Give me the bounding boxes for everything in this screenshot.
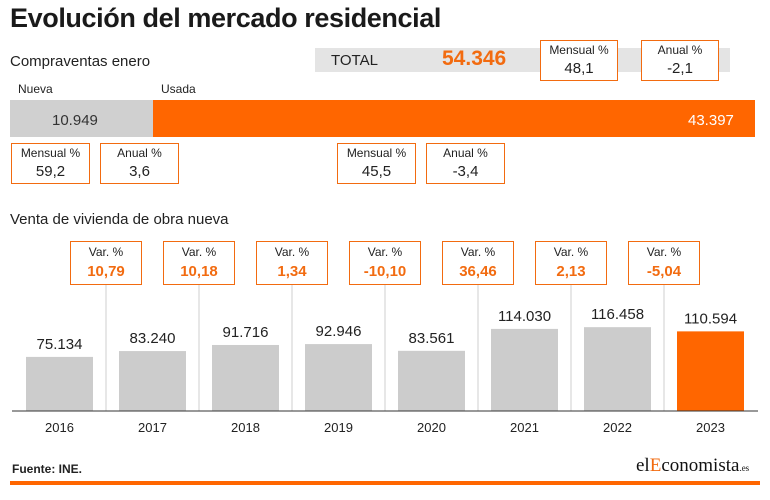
total-anual-value: -2,1 (667, 60, 693, 77)
variation-value: 1,34 (277, 263, 307, 280)
total-mensual-value: 48,1 (564, 60, 594, 77)
usada-mensual-label: Mensual % (346, 146, 407, 160)
source-note: Fuente: INE. (12, 462, 83, 476)
footer-line (10, 481, 760, 485)
nueva-mensual-label: Mensual % (20, 146, 81, 160)
variation-box: Var. % 10,79 (70, 241, 142, 285)
variation-label: Var. % (181, 245, 217, 259)
bar-2019 (305, 344, 372, 411)
variation-label: Var. % (646, 245, 682, 259)
bar-2016 (26, 356, 93, 411)
usada-label: Usada (161, 82, 196, 96)
bar-value-label: 116.458 (591, 306, 644, 323)
bar-value-label: 83.240 (130, 330, 176, 347)
x-tick-label: 2020 (417, 420, 446, 435)
bar-value-label: 110.594 (684, 310, 737, 327)
bar-2017 (119, 351, 186, 411)
bar-value-label: 83.561 (409, 330, 455, 347)
usada-value: 43.397 (688, 112, 734, 129)
variation-value: -5,04 (646, 263, 682, 280)
variation-value: 2,13 (556, 263, 586, 280)
total-value: 54.346 (442, 47, 507, 70)
logo-suffix: .es (739, 463, 750, 473)
nueva-label: Nueva (18, 82, 53, 96)
total-label: TOTAL (331, 52, 378, 69)
variation-box: Var. % -5,04 (628, 241, 700, 285)
x-tick-label: 2019 (324, 420, 353, 435)
variation-value: -10,10 (363, 263, 407, 280)
total-anual-box: Anual % -2,1 (641, 40, 719, 81)
variation-label: Var. % (88, 245, 124, 259)
nueva-value: 10.949 (52, 112, 98, 129)
usada-anual-label: Anual % (443, 146, 488, 160)
logo-accent: E (649, 455, 662, 476)
variation-value: 10,79 (87, 263, 125, 280)
total-mensual-box: Mensual % 48,1 (540, 40, 618, 81)
compraventas-label: Compraventas enero (10, 53, 151, 70)
x-tick-label: 2016 (45, 420, 74, 435)
nueva-bar (10, 100, 153, 137)
bar-value-label: 92.946 (316, 323, 362, 340)
bar-2020 (398, 350, 465, 411)
bar-value-label: 91.716 (223, 324, 269, 341)
nueva-anual-label: Anual % (117, 146, 162, 160)
nueva-mensual-value: 59,2 (35, 163, 66, 180)
logo-el: el (636, 455, 650, 476)
usada-mensual-box: Mensual % 45,5 (337, 143, 416, 184)
eleconomista-logo: elEconomista.es (636, 455, 749, 477)
variation-box: Var. % 10,18 (163, 241, 235, 285)
bar-2021 (491, 328, 558, 411)
obra-nueva-label: Venta de vivienda de obra nueva (10, 211, 229, 228)
total-mensual-label: Mensual % (549, 43, 609, 57)
bar-2018 (212, 344, 279, 411)
usada-anual-value: -3,4 (452, 163, 479, 180)
usada-bar (153, 100, 755, 137)
usada-anual-box: Anual % -3,4 (426, 143, 505, 184)
x-tick-label: 2018 (231, 420, 260, 435)
usada-mensual-value: 45,5 (361, 163, 392, 180)
x-tick-label: 2022 (603, 420, 632, 435)
nueva-anual-value: 3,6 (129, 163, 150, 180)
variation-value: 36,46 (459, 263, 497, 280)
x-tick-label: 2023 (696, 420, 725, 435)
variation-label: Var. % (367, 245, 403, 259)
variation-box: Var. % 36,46 (442, 241, 514, 285)
bar-2022 (584, 327, 651, 411)
x-tick-label: 2017 (138, 420, 167, 435)
x-tick-label: 2021 (510, 420, 539, 435)
variation-label: Var. % (553, 245, 589, 259)
nueva-mensual-box: Mensual % 59,2 (11, 143, 90, 184)
variation-box: Var. % 1,34 (256, 241, 328, 285)
variation-box: Var. % 2,13 (535, 241, 607, 285)
bar-value-label: 75.134 (37, 336, 83, 353)
logo-rest: conomista (661, 455, 740, 476)
variation-label: Var. % (460, 245, 496, 259)
variation-box: Var. % -10,10 (349, 241, 421, 285)
variation-value: 10,18 (180, 263, 218, 280)
bar-value-label: 114.030 (498, 308, 551, 325)
variation-label: Var. % (274, 245, 310, 259)
nueva-anual-box: Anual % 3,6 (100, 143, 179, 184)
page-title: Evolución del mercado residencial (10, 3, 441, 33)
bar-2023 (677, 331, 744, 411)
total-anual-label: Anual % (657, 43, 703, 57)
